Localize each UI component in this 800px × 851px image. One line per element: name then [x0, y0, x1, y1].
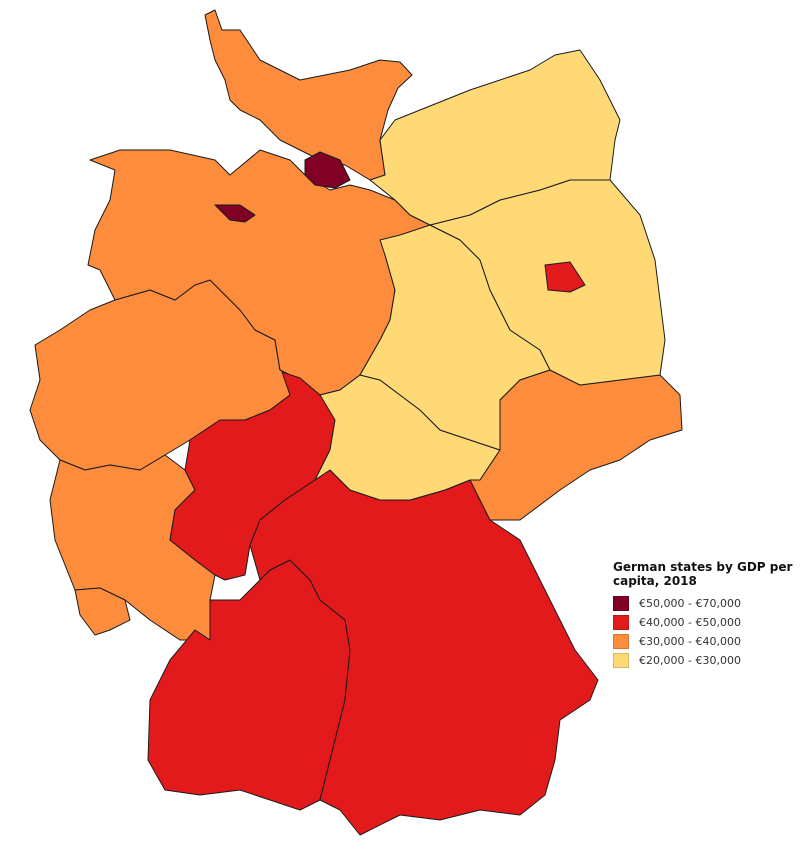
legend-item: €50,000 - €70,000 — [613, 594, 793, 613]
state-bremen — [214, 204, 256, 223]
legend: German states by GDP per capita, 2018 €5… — [613, 560, 793, 670]
legend-item: €30,000 - €40,000 — [613, 632, 793, 651]
legend-swatch — [613, 653, 629, 668]
state-mecklenburg-vorpommern — [369, 49, 621, 226]
legend-label: €50,000 - €70,000 — [639, 597, 741, 610]
state-hamburg — [304, 151, 351, 189]
legend-swatch — [613, 634, 629, 649]
legend-label: €40,000 - €50,000 — [639, 616, 741, 629]
state-schleswig-holstein — [204, 9, 413, 181]
state-berlin — [544, 261, 586, 293]
legend-label: €30,000 - €40,000 — [639, 635, 741, 648]
legend-label: €20,000 - €30,000 — [639, 654, 741, 667]
legend-swatch — [613, 615, 629, 630]
legend-title: German states by GDP per capita, 2018 — [613, 560, 793, 588]
legend-swatch — [613, 596, 629, 611]
legend-item: €20,000 - €30,000 — [613, 651, 793, 670]
state-saarland — [74, 587, 131, 636]
state-sachsen — [469, 369, 683, 521]
legend-item: €40,000 - €50,000 — [613, 613, 793, 632]
